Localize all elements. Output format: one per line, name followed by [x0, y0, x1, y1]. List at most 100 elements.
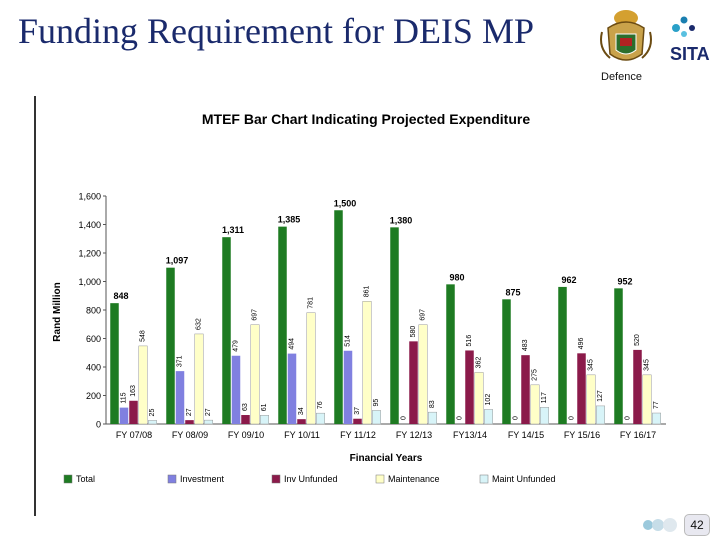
y-tick-label: 600: [86, 334, 101, 344]
bar-total: [558, 286, 567, 424]
bar-investment: [119, 407, 129, 424]
bar-inv-unfunded: [353, 418, 362, 424]
data-label-total: 1,311: [222, 225, 244, 235]
bar-inv-unfunded: [577, 353, 586, 424]
data-label-total: 1,500: [334, 198, 357, 208]
x-category-label: FY 08/09: [172, 430, 208, 440]
bar-maint-unfunded: [484, 409, 493, 425]
data-label-inv-unfunded: 63: [242, 403, 249, 411]
bar-total: [222, 237, 231, 424]
x-category-label: FY 07/08: [116, 430, 152, 440]
legend-swatch-inv-unfunded: [271, 474, 281, 484]
coat-of-arms-logo: [600, 10, 652, 61]
data-label-maintenance: 362: [476, 357, 483, 369]
data-label-total: 1,097: [166, 256, 189, 266]
x-category-label: FY 09/10: [228, 430, 264, 440]
data-label-maint-unfunded: 83: [429, 400, 436, 408]
data-label-maintenance: 697: [252, 309, 259, 321]
bar-maintenance: [586, 374, 596, 425]
department-label: Defence: [601, 71, 642, 83]
bar-inv-unfunded: [521, 355, 530, 424]
data-label-inv-unfunded: 34: [298, 407, 305, 415]
slide-title: Funding Requirement for DEIS MP: [18, 11, 534, 51]
y-tick-label: 1,600: [78, 192, 101, 202]
data-label-total: 875: [505, 287, 520, 297]
data-label-maintenance: 548: [140, 330, 147, 342]
y-tick-label: 0: [96, 420, 101, 430]
bar-inv-unfunded: [129, 400, 138, 424]
data-label-maintenance: 697: [420, 309, 427, 321]
chart-frame: MTEF Bar Chart Indicating Projected Expe…: [34, 96, 667, 516]
bar-maint-unfunded: [316, 412, 325, 425]
data-label-maintenance: 275: [532, 369, 539, 381]
data-label-inv-unfunded: 37: [354, 407, 361, 415]
footer-decoration: [643, 518, 677, 532]
data-label-investment: 479: [233, 340, 240, 352]
bar-total: [334, 210, 343, 424]
bar-inv-unfunded: [241, 415, 250, 424]
bar-investment: [287, 353, 297, 424]
data-label-investment: 0: [457, 416, 464, 420]
x-category-label: FY 15/16: [564, 430, 600, 440]
x-category-label: FY 11/12: [340, 430, 376, 440]
data-label-investment: 494: [289, 338, 296, 350]
bar-maintenance: [194, 333, 204, 425]
data-label-total: 848: [113, 291, 128, 301]
bar-investment: [231, 355, 241, 424]
data-label-total: 1,385: [278, 215, 301, 225]
x-axis-title: Financial Years: [350, 453, 423, 464]
bar-maint-unfunded: [260, 415, 269, 425]
y-tick-label: 1,000: [78, 277, 101, 287]
data-label-maint-unfunded: 77: [653, 401, 660, 409]
y-tick-label: 200: [86, 391, 101, 401]
data-label-maintenance: 861: [364, 286, 371, 298]
bar-maint-unfunded: [148, 420, 157, 425]
bar-maint-unfunded: [540, 407, 549, 425]
bar-investment: [175, 371, 185, 424]
y-tick-label: 1,200: [78, 249, 101, 259]
data-label-maintenance: 632: [196, 318, 203, 330]
y-tick-label: 800: [86, 306, 101, 316]
data-label-total: 1,380: [390, 215, 413, 225]
y-tick-label: 1,400: [78, 220, 101, 230]
bar-total: [110, 303, 119, 424]
data-label-inv-unfunded: 580: [410, 326, 417, 338]
bar-maintenance: [362, 301, 372, 425]
legend-label-investment: Investment: [180, 474, 225, 484]
bar-inv-unfunded: [297, 419, 306, 424]
legend-label-maintenance: Maintenance: [388, 474, 440, 484]
y-axis-title: Rand Million: [52, 282, 63, 341]
bar-inv-unfunded: [465, 350, 474, 424]
x-category-label: FY 12/13: [396, 430, 432, 440]
legend-swatch-maint-unfunded: [479, 474, 489, 484]
data-label-investment: 0: [625, 416, 632, 420]
data-label-inv-unfunded: 27: [186, 408, 193, 416]
data-label-maintenance: 781: [308, 297, 315, 309]
bar-maintenance: [474, 372, 484, 425]
bar-chart: MTEF Bar Chart Indicating Projected Expe…: [52, 111, 666, 484]
data-label-maint-unfunded: 95: [373, 399, 380, 407]
legend-label-inv-unfunded: Inv Unfunded: [284, 474, 338, 484]
bar-maintenance: [306, 312, 316, 425]
sita-logo-text: SITA: [670, 44, 710, 64]
bar-inv-unfunded: [409, 341, 418, 424]
data-label-inv-unfunded: 520: [634, 334, 641, 346]
legend-label-total: Total: [76, 474, 95, 484]
legend-label-maint-unfunded: Maint Unfunded: [492, 474, 556, 484]
data-label-investment: 0: [569, 416, 576, 420]
legend-swatch-maintenance: [375, 474, 385, 484]
x-category-label: FY 14/15: [508, 430, 544, 440]
bar-maintenance: [642, 374, 652, 425]
x-category-label: FY 16/17: [620, 430, 656, 440]
data-label-maint-unfunded: 61: [261, 403, 268, 411]
bar-maintenance: [138, 345, 148, 425]
x-category-label: FY13/14: [453, 430, 487, 440]
bar-maint-unfunded: [428, 411, 437, 425]
bar-maintenance: [250, 324, 260, 425]
y-tick-label: 400: [86, 363, 101, 373]
data-label-investment: 115: [121, 392, 128, 403]
data-label-maintenance: 345: [588, 359, 595, 371]
data-label-maintenance: 345: [644, 359, 651, 371]
data-label-maint-unfunded: 25: [149, 409, 156, 417]
bar-total: [278, 226, 287, 424]
